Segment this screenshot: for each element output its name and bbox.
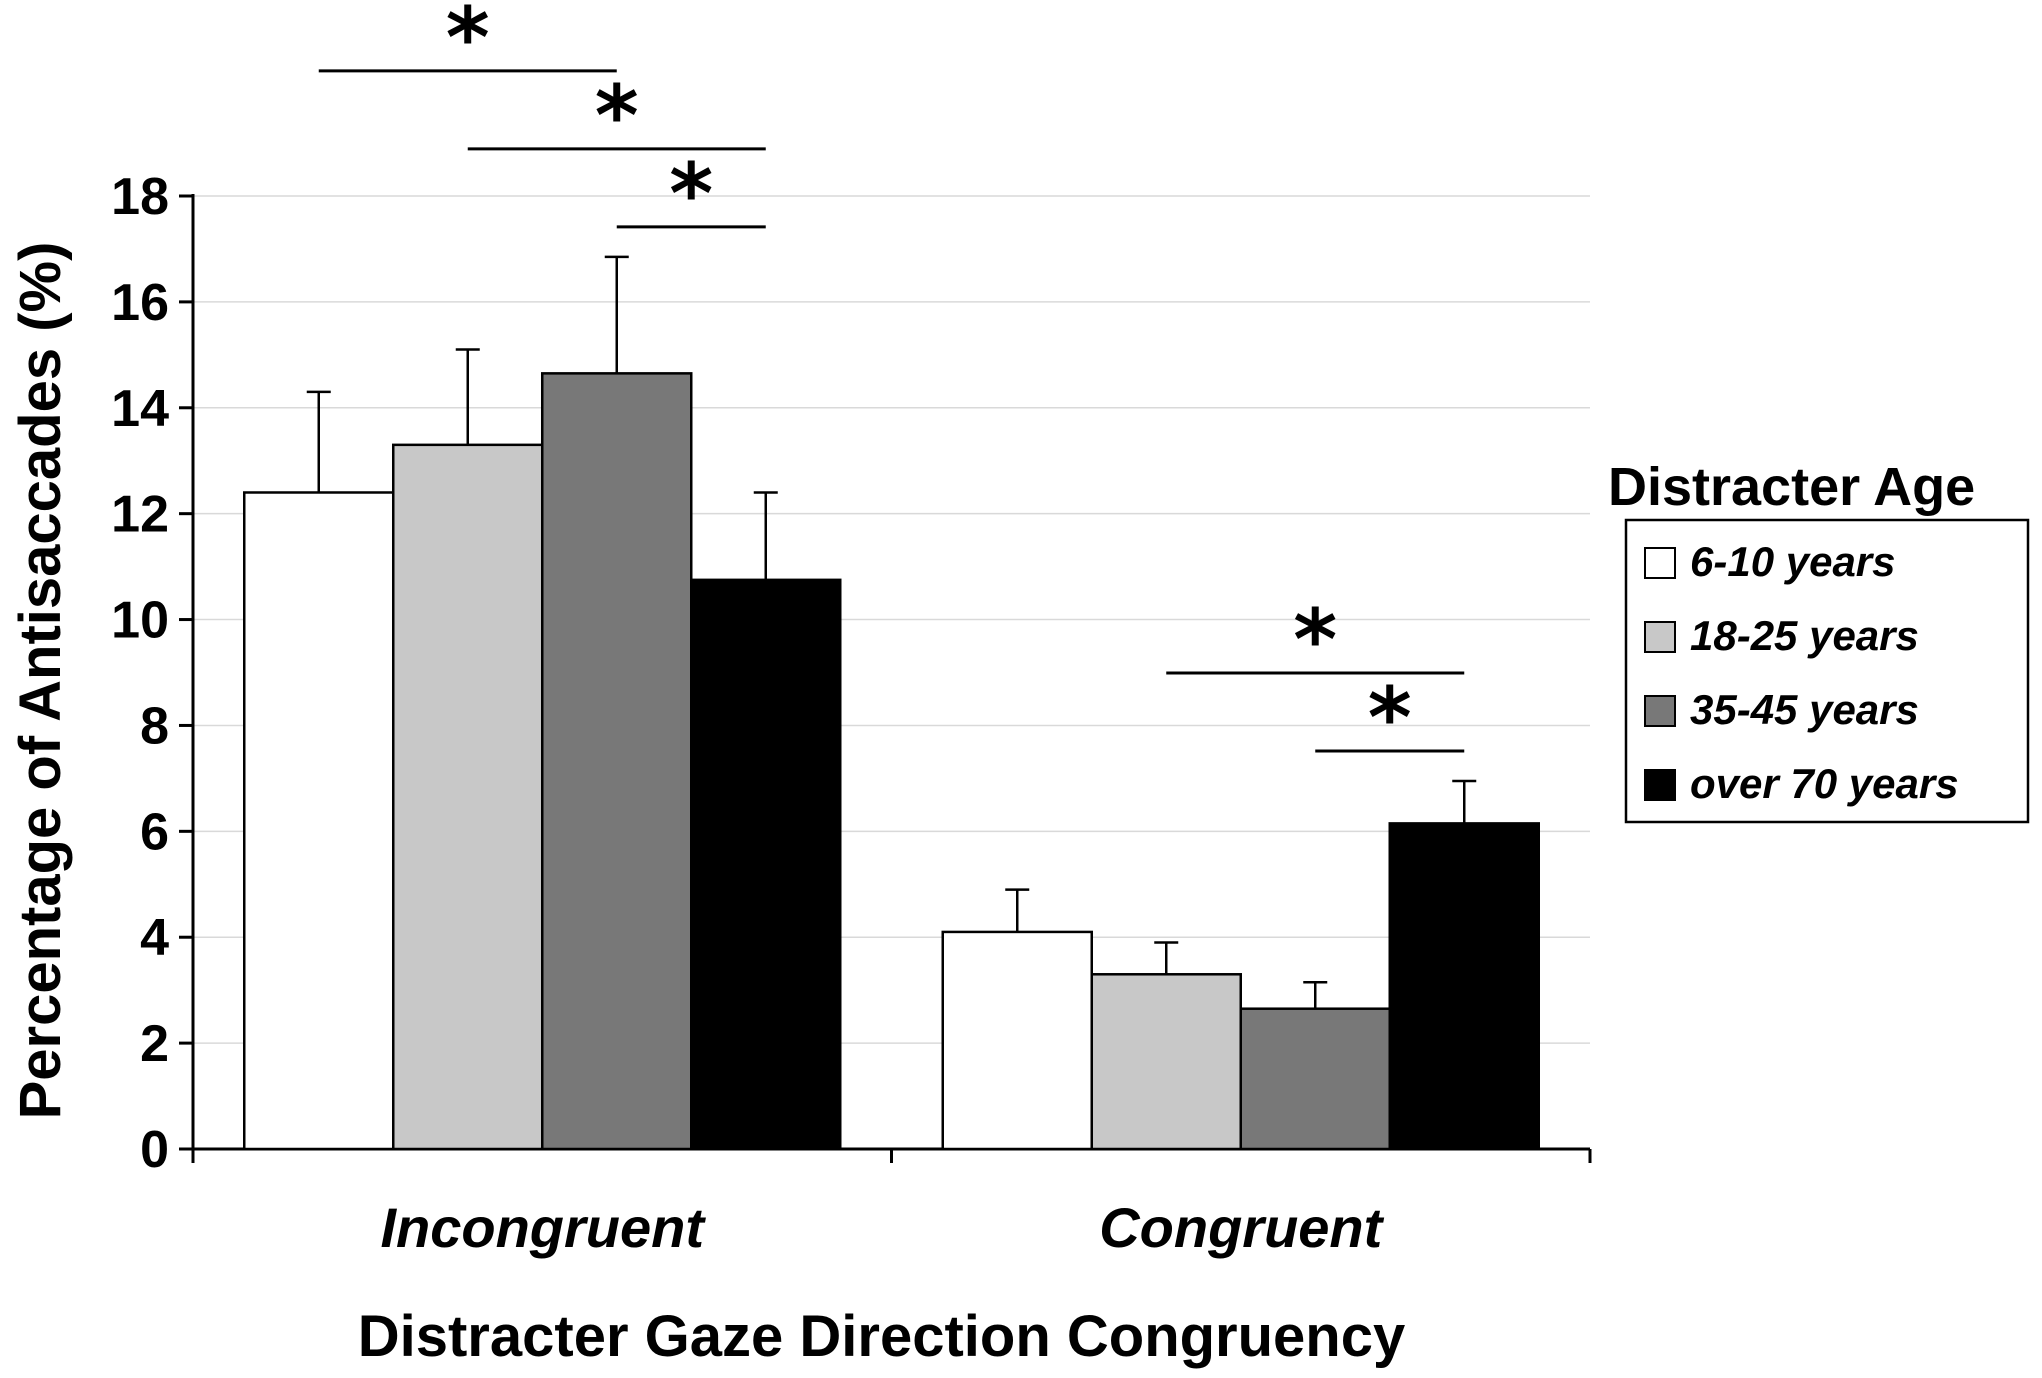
- legend-swatch-35-45-years: [1644, 695, 1676, 727]
- x-category-label: Congruent: [1099, 1196, 1384, 1259]
- bar-congruent-35-45-years: [1239, 1007, 1391, 1151]
- bar-congruent-18-25-years: [1090, 973, 1242, 1151]
- legend-swatch-6-10-years: [1644, 547, 1676, 579]
- y-tick-label: 8: [140, 697, 169, 755]
- legend-label: 35-45 years: [1690, 686, 1919, 733]
- y-tick-label: 14: [111, 380, 169, 438]
- significance-star: *: [669, 145, 713, 243]
- legend-box: [1624, 518, 2030, 824]
- legend-swatch-over-70-years: [1644, 769, 1676, 801]
- significance-star: *: [446, 0, 490, 87]
- legend-label: over 70 years: [1690, 760, 1959, 807]
- y-tick-label: 16: [111, 274, 169, 332]
- bar-incongruent-18-25-years: [392, 443, 544, 1151]
- legend-title: Distracter Age: [1608, 457, 1975, 517]
- significance-star: *: [1368, 669, 1412, 767]
- y-axis-title: Percentage of Antisaccades (%): [8, 242, 73, 1120]
- x-axis-title: Distracter Gaze Direction Congruency: [358, 1304, 1406, 1369]
- y-tick-label: 10: [111, 592, 169, 650]
- legend-label: 6-10 years: [1690, 538, 1896, 585]
- y-tick-label: 6: [140, 803, 169, 861]
- significance-star: *: [1293, 591, 1337, 689]
- legend-swatch-18-25-years: [1644, 621, 1676, 653]
- bar-congruent-6-10-years: [941, 930, 1093, 1151]
- y-tick-label: 18: [111, 168, 169, 226]
- y-tick-label: 4: [140, 909, 169, 967]
- significance-star: *: [595, 67, 639, 165]
- bar-incongruent-over-70-years: [690, 578, 842, 1151]
- bar-congruent-over-70-years: [1388, 822, 1540, 1151]
- y-tick-label: 2: [140, 1015, 169, 1073]
- y-tick-label: 12: [111, 486, 169, 544]
- bar-incongruent-35-45-years: [541, 372, 693, 1151]
- x-category-label: Incongruent: [380, 1196, 706, 1259]
- legend-label: 18-25 years: [1690, 612, 1919, 659]
- y-tick-label: 0: [140, 1121, 169, 1179]
- bar-incongruent-6-10-years: [243, 491, 395, 1151]
